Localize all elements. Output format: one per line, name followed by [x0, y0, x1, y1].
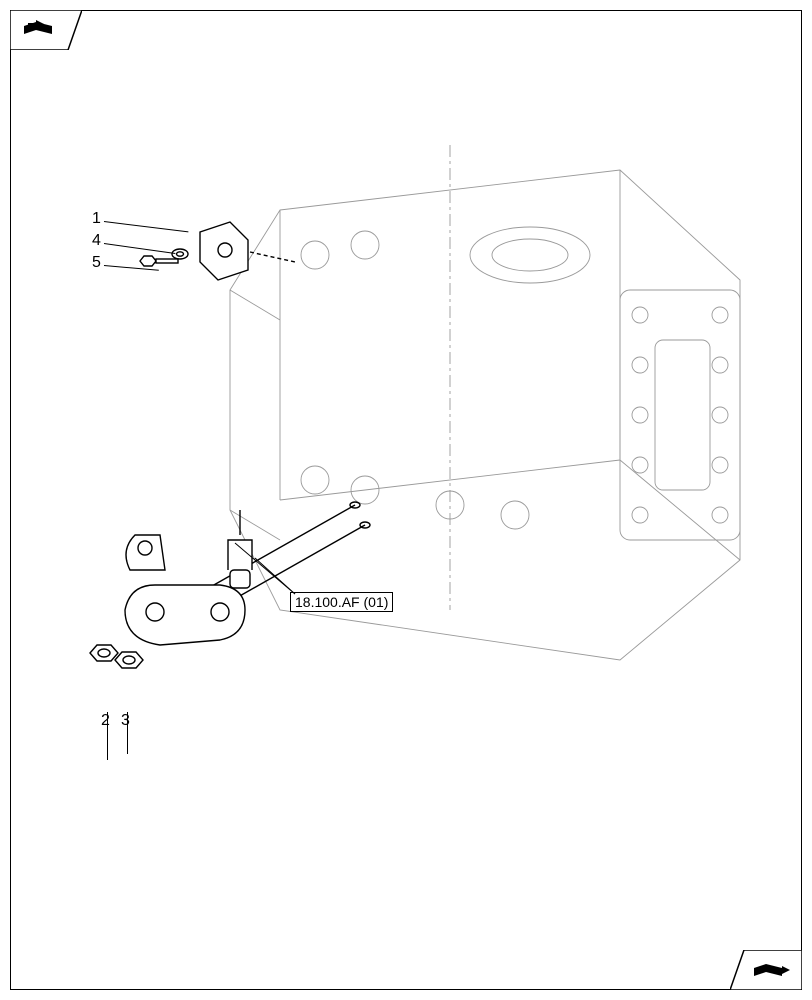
nav-badge-top-left[interactable] [10, 10, 82, 50]
callout-line-2 [107, 712, 108, 760]
callout-label: 3 [121, 712, 130, 729]
reference-tag[interactable]: 18.100.AF (01) [290, 592, 393, 612]
callout-line-3 [127, 712, 128, 754]
book-arrow-icon [730, 950, 802, 990]
reference-leader [210, 538, 300, 598]
exploded-diagram [60, 140, 760, 840]
callout-4: 4 [92, 232, 101, 250]
callout-label: 1 [92, 210, 101, 227]
callout-1: 1 [92, 210, 101, 228]
nav-badge-bottom-right[interactable] [730, 950, 802, 990]
book-arrow-icon [10, 10, 82, 50]
reference-label: 18.100.AF (01) [295, 594, 388, 610]
hex-nuts [90, 645, 143, 668]
callout-label: 5 [92, 254, 101, 271]
callout-label: 2 [101, 712, 110, 729]
callout-5: 5 [92, 254, 101, 272]
callout-3: 3 [121, 712, 130, 730]
callout-label: 4 [92, 232, 101, 249]
housing-ghost [230, 145, 740, 660]
callout-2: 2 [101, 712, 110, 730]
